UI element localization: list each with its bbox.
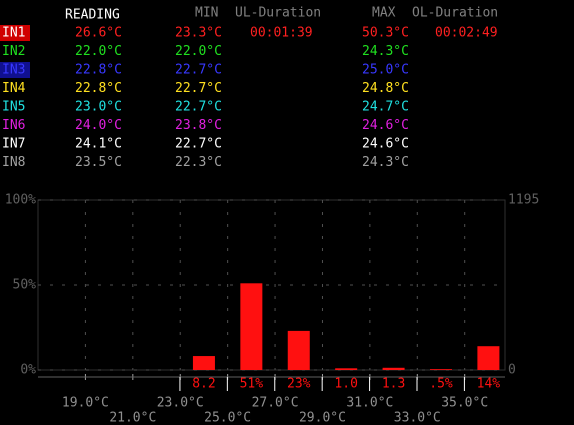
- max-value: 24.7°C: [362, 100, 409, 115]
- ul-duration: 00:01:39: [250, 26, 313, 41]
- reading: 22.0°C: [75, 44, 122, 59]
- bar: [429, 369, 452, 370]
- y2-tick-label: 1195: [508, 193, 539, 208]
- bar: [287, 330, 310, 370]
- input-label: IN5: [2, 100, 25, 115]
- max-value: 24.6°C: [362, 137, 409, 152]
- ol-duration-header: OL-Duration: [412, 6, 498, 21]
- y2-tick-label: 0: [508, 363, 516, 378]
- min-value: 22.7°C: [175, 63, 222, 78]
- y-tick-label: 50%: [13, 278, 37, 293]
- min-value: 22.0°C: [175, 44, 222, 59]
- bar: [382, 367, 405, 370]
- value-label: 8.2: [192, 377, 215, 392]
- x-tick-label: 27.0°C: [252, 396, 299, 411]
- bar: [240, 283, 263, 370]
- input-label: IN1: [2, 26, 25, 41]
- input-label: IN8: [2, 155, 25, 170]
- reading-header: READING: [65, 8, 120, 23]
- x-tick-label: 25.0°C: [204, 411, 251, 425]
- y-tick-label: 100%: [5, 193, 36, 208]
- input-label: IN7: [2, 137, 25, 152]
- input-label: IN4: [2, 81, 26, 96]
- min-value: 22.7°C: [175, 100, 222, 115]
- bar: [477, 346, 500, 370]
- value-label: 1.3: [382, 377, 405, 392]
- reading: 22.8°C: [75, 63, 122, 78]
- x-tick-label: 33.0°C: [394, 411, 441, 425]
- value-label: 51%: [240, 377, 264, 392]
- ul-duration-header: UL-Duration: [235, 6, 321, 21]
- min-value: 22.3°C: [175, 155, 222, 170]
- x-tick-label: 31.0°C: [346, 396, 393, 411]
- max-value: 24.3°C: [362, 155, 409, 170]
- value-label: .5%: [429, 377, 453, 392]
- value-label: 23%: [287, 377, 311, 392]
- max-value: 50.3°C: [362, 26, 409, 41]
- max-value: 24.3°C: [362, 44, 409, 59]
- max-value: 25.0°C: [362, 63, 409, 78]
- x-tick-label: 21.0°C: [109, 411, 156, 425]
- value-label: 1.0: [334, 377, 357, 392]
- min-header: MIN: [195, 6, 218, 21]
- input-label: IN3: [2, 63, 25, 78]
- reading: 24.0°C: [75, 118, 122, 133]
- y-tick-label: 0%: [20, 363, 36, 378]
- bar: [192, 356, 215, 370]
- min-value: 23.3°C: [175, 26, 222, 41]
- max-header: MAX: [372, 6, 396, 21]
- ol-duration: 00:02:49: [435, 26, 498, 41]
- min-value: 22.7°C: [175, 81, 222, 96]
- max-value: 24.6°C: [362, 118, 409, 133]
- reading: 23.0°C: [75, 100, 122, 115]
- x-tick-label: 29.0°C: [299, 411, 346, 425]
- min-value: 23.8°C: [175, 118, 222, 133]
- input-label: IN6: [2, 118, 25, 133]
- x-tick-label: 35.0°C: [441, 396, 488, 411]
- reading: 26.6°C: [75, 26, 122, 41]
- min-value: 22.7°C: [175, 137, 222, 152]
- selected-highlight: [0, 25, 30, 41]
- max-value: 24.8°C: [362, 81, 409, 96]
- x-tick-label: 19.0°C: [62, 396, 109, 411]
- selected-highlight: [0, 62, 30, 78]
- bar: [335, 368, 358, 370]
- x-tick-label: 23.0°C: [157, 396, 204, 411]
- reading: 22.8°C: [75, 81, 122, 96]
- reading: 24.1°C: [75, 137, 122, 152]
- value-label: 14%: [477, 377, 501, 392]
- reading: 23.5°C: [75, 155, 122, 170]
- input-label: IN2: [2, 44, 25, 59]
